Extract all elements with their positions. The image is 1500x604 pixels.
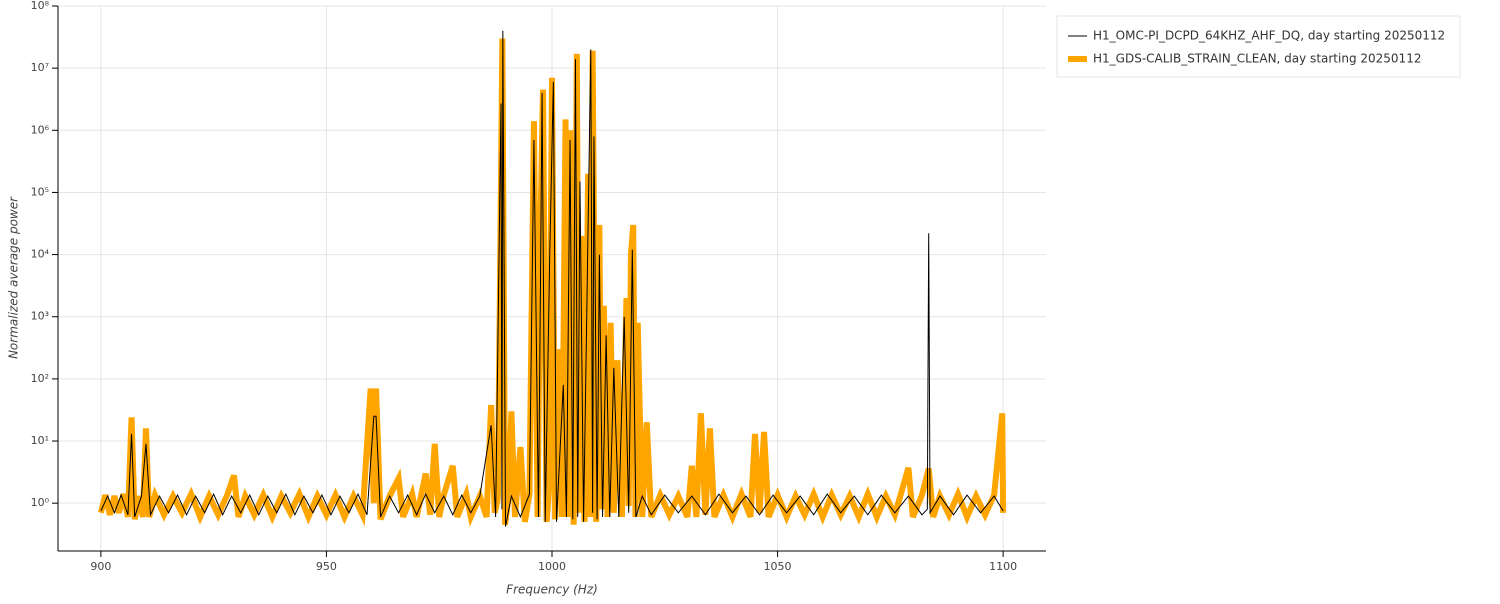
x-tick-label: 1100 [989,560,1017,573]
legend-label: H1_GDS-CALIB_STRAIN_CLEAN, day starting … [1093,52,1421,66]
x-axis-label: Frequency (Hz) [506,583,598,597]
y-tick-label: 10⁷ [31,61,49,74]
x-tick-label: 950 [316,560,337,573]
y-axis-label: Normalized average power [7,196,21,359]
x-tick-label: 900 [90,560,111,573]
x-tick-label: 1050 [764,560,792,573]
x-tick-label: 1000 [538,560,566,573]
y-tick-label: 10⁵ [31,185,49,198]
legend-box [1056,15,1461,78]
y-tick-label: 10² [31,372,49,385]
legend-label: H1_OMC-PI_DCPD_64KHZ_AHF_DQ, day startin… [1093,29,1445,43]
y-tick-label: 10¹ [31,434,49,447]
y-tick-label: 10⁰ [31,496,50,509]
y-tick-label: 10⁸ [31,0,50,12]
y-tick-label: 10³ [31,310,49,323]
series-line [100,30,1004,527]
y-tick-label: 10⁴ [31,248,50,261]
y-tick-label: 10⁶ [31,123,50,136]
